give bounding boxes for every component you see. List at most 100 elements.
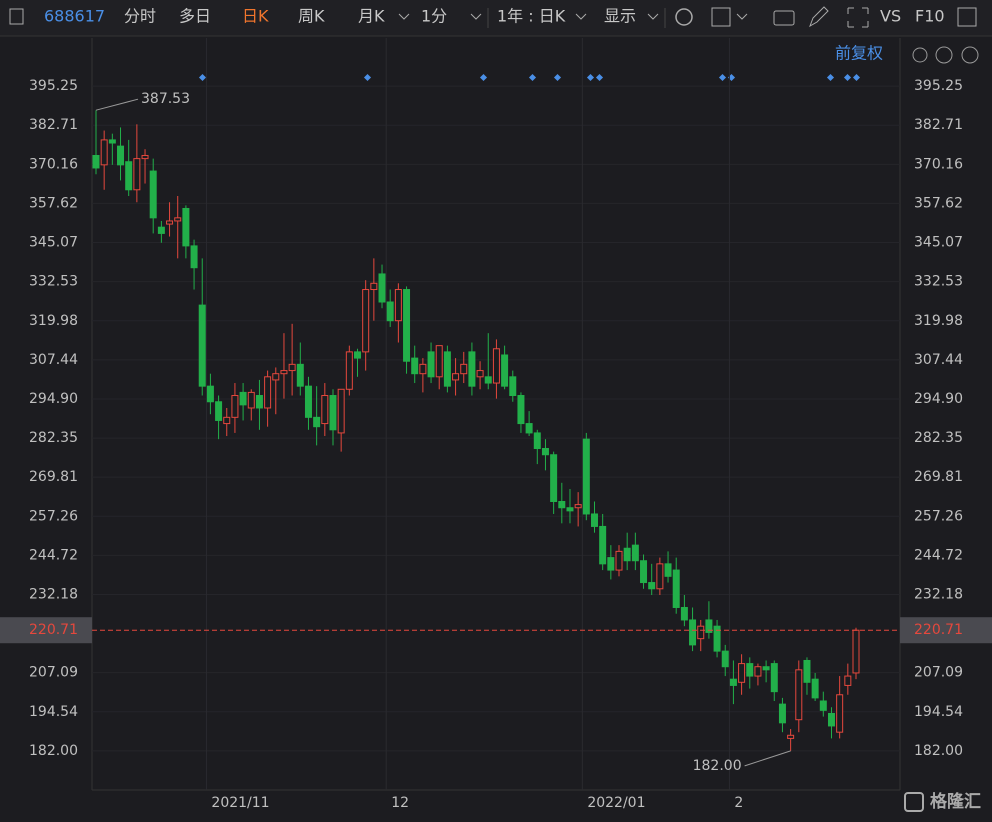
candle-body [827,712,835,727]
candle-body [492,348,500,384]
event-marker[interactable] [553,73,562,82]
y-tick-label: 370.16 [29,156,78,172]
event-markers [198,73,861,82]
tab[interactable]: 多日 [179,7,211,26]
chevron[interactable] [736,13,748,20]
f10-button[interactable]: F10 [915,7,945,26]
y-tick-label-right: 294.90 [914,391,963,407]
event-marker[interactable] [198,73,207,82]
candle-body [501,354,509,387]
pen-icon[interactable] [809,6,829,28]
event-marker[interactable] [826,73,835,82]
vs-button[interactable]: VS [880,7,901,26]
candle-body [223,416,231,425]
y-tick-label: 182.00 [29,743,78,759]
event-marker[interactable] [363,73,372,82]
candle-body [149,170,157,219]
candle-body [787,734,795,739]
candle-body [664,563,672,577]
event-marker[interactable] [718,73,727,82]
candle-body [770,663,778,693]
settings-icon[interactable] [675,8,693,26]
event-marker[interactable] [479,73,488,82]
candle-body [394,289,402,322]
zoom-out-icon[interactable] [935,46,953,64]
candle-body [566,507,574,512]
candle-body [631,544,639,562]
box-icon[interactable] [711,7,731,27]
candle-body [762,666,770,671]
event-marker[interactable] [852,73,861,82]
last-price-label: 220.71 [914,622,963,638]
candle-body [108,139,116,144]
candle-body [550,454,558,503]
candle-body [852,629,860,674]
x-tick-label: 2022/01 [587,795,645,811]
candle-body [117,145,125,166]
tab[interactable]: 周K [298,7,325,26]
candle-body [754,666,762,677]
camera-icon[interactable] [773,10,795,26]
period[interactable]: 1年 : 日K [497,7,566,26]
candle-body [125,161,133,191]
candle-body [615,550,623,571]
candle-body [819,700,827,711]
stock-code[interactable]: 688617 [44,7,105,26]
candle-body [672,569,680,608]
y-tick-label: 395.25 [29,78,78,94]
fullscreen-icon[interactable] [847,7,869,28]
sidebar-icon[interactable] [9,8,24,25]
candle-body [133,158,141,191]
candle-body [836,694,844,733]
last-price-label: 220.71 [29,622,78,638]
last-price-box [0,617,92,644]
y-tick-label-right: 232.18 [914,586,963,602]
tab[interactable]: 1分 [421,7,447,26]
y-tick-label: 319.98 [29,313,78,329]
y-tick-label-right: 282.35 [914,430,963,446]
display[interactable]: 显示 [604,7,636,26]
candle-body [190,245,198,269]
tab[interactable]: 月K [358,7,385,26]
candle-body [92,154,100,169]
y-tick-label-right: 244.72 [914,547,963,563]
event-marker[interactable] [595,73,604,82]
tab[interactable]: 分时 [124,7,156,26]
candle-body [689,619,697,646]
zoom-in-icon[interactable] [961,46,979,64]
candle-body [582,438,590,515]
candle-body [640,560,648,584]
candle-body [713,625,721,652]
candle-body [509,376,517,397]
annotation-line [744,750,791,767]
tab-active[interactable]: 日K [242,7,269,26]
chevron[interactable] [398,13,410,20]
candle-body [705,619,713,633]
x-tick-label: 12 [391,795,409,811]
candle-body [215,401,223,421]
y-tick-label: 269.81 [29,469,78,485]
y-tick-label-right: 357.62 [914,195,963,211]
y-tick-label: 332.53 [29,274,78,290]
event-marker[interactable] [586,73,595,82]
candle-body [345,351,353,390]
chevron[interactable] [470,13,482,20]
chevron[interactable] [575,13,587,20]
candle-body [100,139,108,166]
candle-body [182,207,190,247]
adjust-mode[interactable]: 前复权 [835,44,883,63]
panel-icon[interactable] [957,7,977,27]
candle-body [247,391,255,409]
event-marker[interactable] [843,73,852,82]
undo-icon[interactable] [912,47,928,63]
candle-body [411,357,419,375]
y-tick-label-right: 345.07 [914,235,963,251]
y-tick-label-right: 182.00 [914,743,963,759]
event-marker[interactable] [528,73,537,82]
y-tick-label: 382.71 [29,117,78,133]
candle-body [206,385,214,403]
x-tick-label: 2021/11 [211,795,269,811]
y-tick-label-right: 382.71 [914,117,963,133]
candle-body [354,351,362,359]
chevron[interactable] [647,13,659,20]
